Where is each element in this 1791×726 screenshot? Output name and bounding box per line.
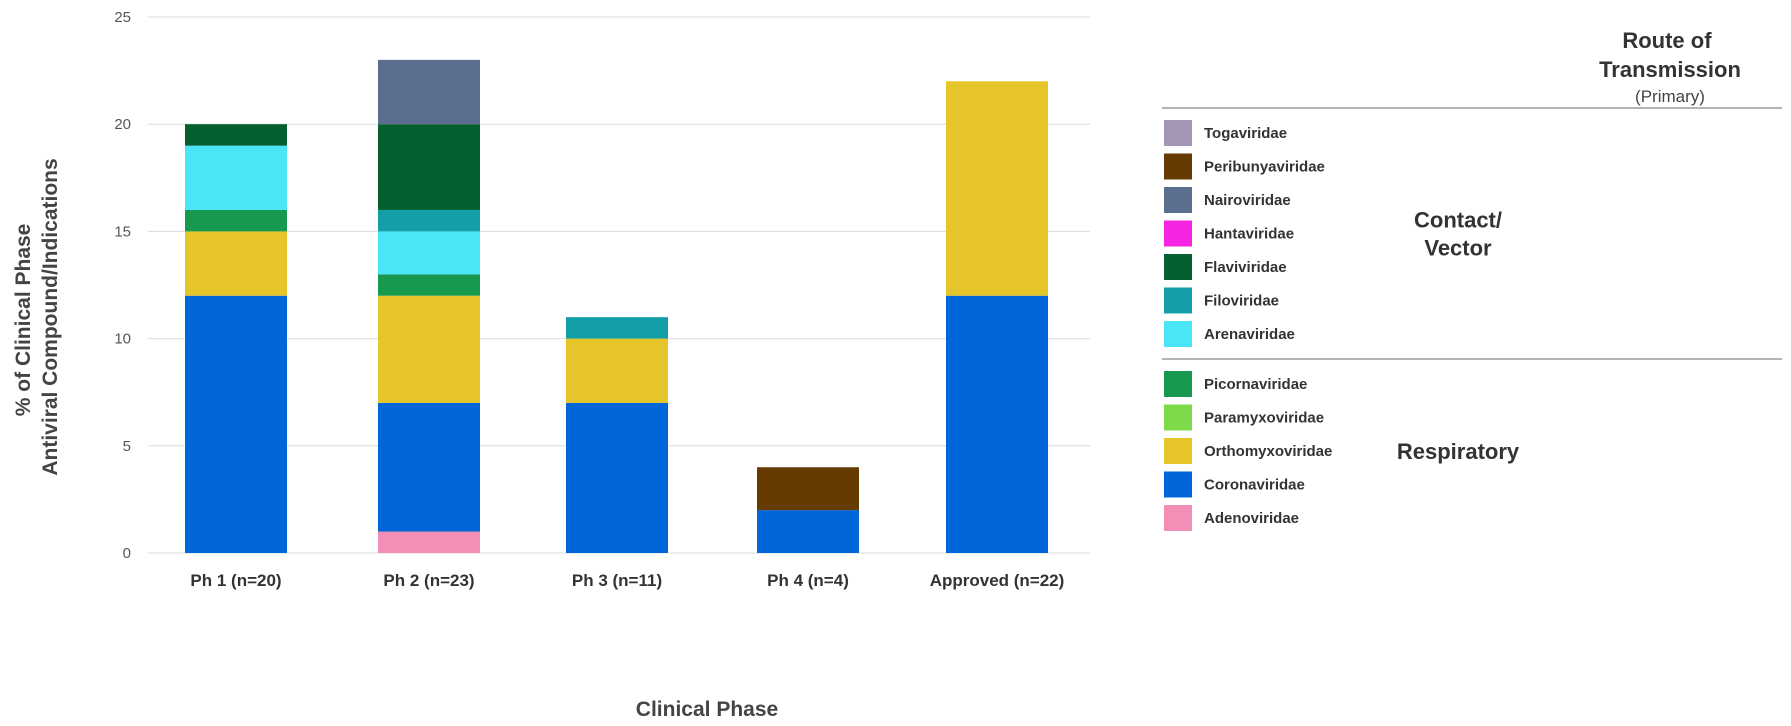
legend-swatch: [1164, 287, 1192, 314]
legend-label: Paramyxoviridae: [1204, 410, 1324, 427]
bar-segment-coronaviridae: [566, 402, 668, 553]
y-tick-label: 20: [114, 116, 131, 133]
x-axis-categories: Ph 1 (n=20) Ph 2 (n=23) Ph 3 (n=11) Ph 4 (n…: [190, 571, 1064, 590]
bar-segment-picornaviridae: [185, 209, 287, 232]
legend-group-label: Contact/Vector: [1414, 208, 1502, 261]
x-axis-title: Clinical Phase: [636, 698, 778, 721]
legend-label: Arenaviridae: [1204, 326, 1295, 343]
legend-label: Togaviridae: [1204, 125, 1287, 142]
legend-label: Orthomyxoviridae: [1204, 443, 1332, 460]
legend-label: Hantaviridae: [1204, 226, 1294, 243]
legend-label: Peribunyaviridae: [1204, 159, 1325, 176]
legend-swatch: [1164, 471, 1192, 498]
legend-label: Nairoviridae: [1204, 192, 1291, 209]
legend-label: Coronaviridae: [1204, 477, 1305, 494]
legend-group-label-line: Respiratory: [1397, 439, 1520, 464]
legend-title-line-2: Transmission: [1599, 57, 1741, 82]
legend-swatch: [1164, 153, 1192, 180]
legend-label: Flaviviridae: [1204, 259, 1287, 276]
bar-segment-flaviviridae: [185, 124, 287, 146]
y-axis-title: % of Clinical Phase Antiviral Compound/I…: [12, 158, 62, 475]
legend-items: Togaviridae Peribunyaviridae Nairoviridae H…: [1162, 107, 1782, 531]
legend-group-label-line: Contact/: [1414, 208, 1502, 233]
legend-swatch: [1164, 220, 1192, 247]
bar-segment-orthomyxoviridae: [185, 231, 287, 296]
legend-label: Picornaviridae: [1204, 376, 1307, 393]
y-axis-title-line-1: % of Clinical Phase: [12, 224, 35, 417]
bar-segment-arenaviridae: [378, 231, 480, 275]
y-axis-ticks: 0 5 10 15 20 25: [114, 9, 131, 562]
bars: [185, 59, 1048, 553]
bar-segment-flaviviridae: [378, 124, 480, 210]
legend-swatch: [1164, 404, 1192, 431]
bar-segment-coronaviridae: [946, 295, 1048, 553]
bar-segment-orthomyxoviridae: [946, 81, 1048, 296]
bar-segment-filoviridae: [378, 209, 480, 232]
legend-group-label: Respiratory: [1397, 439, 1520, 464]
legend-swatch: [1164, 438, 1192, 464]
y-tick-label: 25: [114, 9, 131, 26]
bar-segment-orthomyxoviridae: [566, 338, 668, 403]
y-tick-label: 0: [123, 545, 131, 562]
bar-segment-nairoviridae: [378, 59, 480, 125]
x-tick-label: Approved (n=22): [930, 571, 1065, 590]
legend-title-line-1: Route of: [1622, 28, 1712, 53]
legend-swatch: [1164, 254, 1192, 280]
y-tick-label: 15: [114, 223, 131, 240]
y-axis-title-line-2: Antiviral Compound/Indications: [39, 158, 62, 475]
legend-title: Route of Transmission: [1599, 28, 1741, 82]
legend-subtitle: (Primary): [1635, 87, 1705, 106]
x-tick-label: Ph 4 (n=4): [767, 571, 849, 590]
bar-segment-coronaviridae: [757, 510, 859, 553]
x-tick-label: Ph 1 (n=20): [190, 571, 281, 590]
bar-segment-picornaviridae: [378, 274, 480, 296]
legend-swatch: [1164, 120, 1192, 146]
bar-segment-peribunyaviridae: [757, 467, 859, 511]
bar-segment-orthomyxoviridae: [378, 295, 480, 403]
bar-segment-coronaviridae: [185, 295, 287, 553]
legend-swatch: [1164, 187, 1192, 213]
bar-segment-coronaviridae: [378, 402, 480, 532]
y-tick-label: 5: [123, 438, 131, 455]
x-tick-label: Ph 3 (n=11): [572, 571, 662, 590]
legend-label: Filoviridae: [1204, 293, 1279, 310]
legend-label: Adenoviridae: [1204, 510, 1299, 527]
x-tick-label: Ph 2 (n=23): [383, 571, 474, 590]
bar-segment-adenoviridae: [378, 531, 480, 553]
legend-group-label-line: Vector: [1424, 236, 1492, 261]
legend-swatch: [1164, 505, 1192, 531]
y-tick-label: 10: [114, 331, 131, 348]
legend-swatch: [1164, 371, 1192, 397]
bar-segment-arenaviridae: [185, 145, 287, 210]
legend-swatch: [1164, 321, 1192, 347]
bar-segment-filoviridae: [566, 317, 668, 339]
legend: Route of Transmission (Primary) Togaviri…: [1162, 28, 1782, 531]
